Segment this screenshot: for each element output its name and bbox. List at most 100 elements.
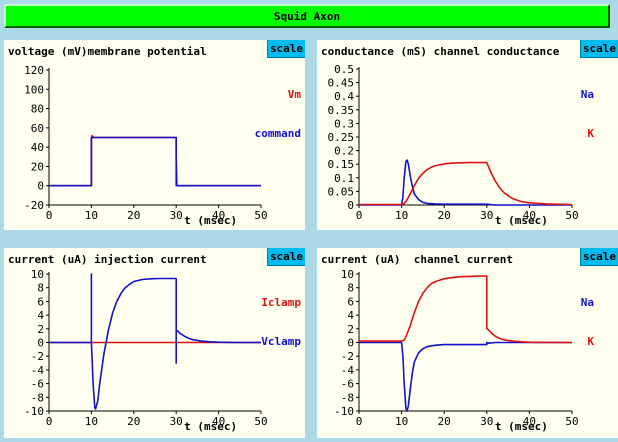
legend: Na K	[568, 270, 594, 374]
y-tick-label: 4	[347, 309, 354, 322]
y-tick-label: -2	[31, 350, 44, 363]
legend-item-vm: Vm	[287, 88, 301, 101]
legend-item-k: K	[587, 127, 594, 140]
x-tick-label: 30	[480, 209, 493, 222]
window-title-bar: Squid Axon	[4, 4, 610, 28]
x-tick-label: 20	[438, 209, 451, 222]
y-tick-label: -10	[24, 405, 44, 418]
y-tick-label: 60	[31, 122, 44, 135]
panel-title: current (uA) injection current	[8, 253, 207, 266]
x-tick-label: 0	[46, 209, 53, 222]
x-tick-label: 50	[565, 209, 578, 222]
x-tick-label: 40	[523, 209, 536, 222]
y-tick-label: 0.1	[334, 172, 354, 185]
y-tick-label: 0	[37, 180, 44, 193]
channel-current-panel: -10 -8 -6 -4 -2 0 2 4 6 8 10 0 10 20 30 40 50 t (msec) cu…	[317, 248, 618, 438]
x-tick-label: 20	[438, 415, 451, 428]
y-tick-label: -8	[31, 391, 44, 404]
y-tick-label: 0.2	[334, 145, 354, 158]
scale-button[interactable]: scale	[267, 248, 305, 266]
series-line-command	[49, 136, 261, 187]
legend-item-na: Na	[580, 88, 594, 101]
x-tick-label: 30	[170, 209, 183, 222]
x-tick-label: 50	[565, 415, 578, 428]
x-tick-label: 10	[395, 415, 408, 428]
x-tick-label: 0	[356, 415, 363, 428]
panel-title: current (uA) channel current	[321, 253, 514, 266]
x-tick-label: 40	[523, 415, 536, 428]
series-line-na	[359, 341, 572, 412]
y-tick-label: -20	[24, 199, 44, 212]
y-tick-label: 0	[37, 337, 44, 350]
y-tick-label: 40	[31, 141, 44, 154]
series-line-k	[359, 161, 573, 206]
x-axis-label: t (msec)	[495, 420, 548, 433]
series-line-k	[359, 275, 573, 344]
y-tick-label: -4	[31, 364, 45, 377]
legend-item-na: Na	[580, 296, 594, 309]
x-axis-label: t (msec)	[184, 420, 237, 433]
x-tick-label: 10	[395, 209, 408, 222]
x-tick-label: 20	[127, 209, 140, 222]
channel-conductance-chart: 00.050.10.150.20.250.30.350.40.450.5 0 10 2…	[328, 63, 579, 227]
y-tick-label: 8	[37, 282, 44, 295]
x-axis-label: t (msec)	[495, 214, 548, 227]
x-tick-label: 30	[170, 415, 183, 428]
legend-item-vclamp: Vclamp	[261, 335, 301, 348]
y-tick-label: 100	[24, 83, 44, 96]
y-tick-label: 2	[37, 323, 44, 336]
x-axis-label: t (msec)	[184, 214, 237, 227]
y-tick-label: 0.05	[328, 185, 355, 198]
x-tick-label: 10	[85, 209, 98, 222]
panel-title: conductance (mS) channel conductance	[321, 45, 560, 58]
y-tick-label: 0	[347, 337, 354, 350]
y-tick-label: -6	[31, 378, 44, 391]
series-line-vclamp	[49, 273, 261, 410]
y-tick-label: 4	[37, 309, 44, 322]
x-tick-label: 50	[254, 415, 267, 428]
legend-item-k: K	[587, 335, 594, 348]
injection-current-panel: -10 -8 -6 -4 -2 0 2 4 6 8 10 0 10 20 30 40 50 t (msec) cu…	[4, 248, 305, 438]
x-tick-label: 10	[85, 415, 98, 428]
y-tick-label: 80	[31, 103, 44, 116]
scale-button[interactable]: scale	[580, 40, 618, 58]
series-line-na	[359, 159, 572, 206]
y-tick-label: 10	[341, 268, 354, 281]
x-tick-label: 40	[212, 415, 225, 428]
scale-button[interactable]: scale	[267, 40, 305, 58]
window-title: Squid Axon	[273, 9, 341, 23]
y-tick-label: 0.5	[334, 63, 354, 76]
scale-button[interactable]: scale	[580, 248, 618, 266]
y-tick-label: 10	[31, 268, 44, 281]
legend: Iclamp Vclamp	[261, 270, 301, 374]
y-tick-label: 0.45	[328, 77, 355, 90]
y-tick-label: -2	[341, 350, 354, 363]
membrane-potential-panel: -20 0 20 40 60 80 100 120 0 10 20 30 40 50 t (msec) vo…	[4, 40, 305, 230]
y-tick-label: 0.4	[334, 90, 354, 103]
y-tick-label: 6	[37, 295, 44, 308]
y-tick-label: -8	[341, 391, 354, 404]
y-tick-label: 2	[347, 323, 354, 336]
x-tick-label: 20	[127, 415, 140, 428]
legend: Vm command	[255, 62, 301, 166]
y-tick-label: -4	[341, 364, 355, 377]
x-tick-label: 50	[254, 209, 267, 222]
y-tick-label: 0.35	[328, 104, 355, 117]
y-tick-label: -6	[341, 378, 354, 391]
y-tick-label: 0.25	[328, 131, 355, 144]
y-tick-label: 6	[347, 295, 354, 308]
x-tick-label: 30	[480, 415, 493, 428]
y-tick-label: 20	[31, 160, 44, 173]
legend-item-command: command	[254, 127, 301, 140]
series-line-vm	[49, 134, 261, 187]
x-tick-label: 0	[356, 209, 363, 222]
legend: Na K	[568, 62, 594, 166]
x-tick-label: 0	[46, 415, 53, 428]
y-tick-label: 0.3	[334, 117, 354, 130]
legend-item-iclamp: Iclamp	[261, 296, 301, 309]
y-tick-label: 8	[347, 282, 354, 295]
panel-title: voltage (mV)membrane potential	[8, 45, 207, 58]
